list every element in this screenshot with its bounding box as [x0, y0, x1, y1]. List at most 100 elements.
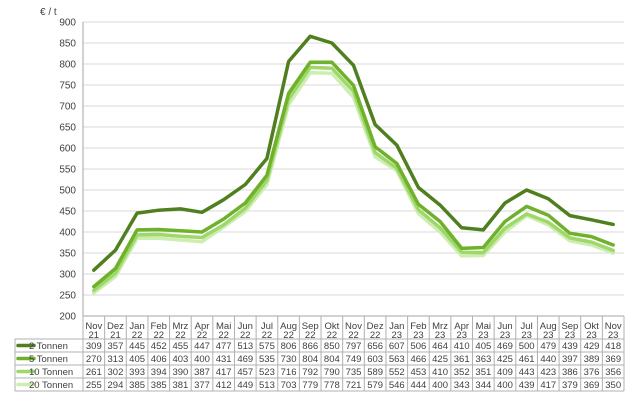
data-label: 506 — [410, 341, 426, 352]
data-label: 440 — [540, 354, 556, 365]
data-label: 385 — [151, 380, 167, 391]
x-tick-label-year: 23 — [586, 330, 597, 341]
data-label: 523 — [259, 367, 275, 378]
x-tick-label-month: Dez — [107, 321, 124, 332]
series-line — [92, 65, 615, 293]
legend-label: 5 Tonnen — [29, 354, 68, 365]
data-label: 461 — [519, 354, 535, 365]
series-line — [92, 60, 615, 289]
y-tick-label: 300 — [59, 270, 76, 281]
data-label: 361 — [454, 354, 470, 365]
y-tick-label: 350 — [59, 249, 76, 260]
x-tick-label-month: Jan — [129, 321, 144, 332]
x-tick-label-year: 22 — [153, 330, 164, 341]
data-label: 387 — [194, 367, 210, 378]
data-label: 409 — [497, 367, 513, 378]
legend-label: 20 Tonnen — [29, 380, 73, 391]
x-tick-label-year: 22 — [283, 330, 294, 341]
x-tick-label-year: 23 — [435, 330, 446, 341]
data-label: 381 — [172, 380, 188, 391]
x-tick-label-year: 23 — [456, 330, 467, 341]
data-label: 804 — [302, 354, 318, 365]
data-label: 397 — [562, 354, 578, 365]
data-label: 703 — [281, 380, 297, 391]
x-tick-label-month: Okt — [324, 321, 339, 332]
x-tick-label-month: Sep — [561, 321, 578, 332]
x-tick-label-year: 22 — [327, 330, 338, 341]
data-label: 261 — [86, 367, 102, 378]
data-label: 369 — [584, 380, 600, 391]
data-label: 607 — [389, 341, 405, 352]
data-label: 850 — [324, 341, 340, 352]
x-tick-label-year: 22 — [240, 330, 251, 341]
data-label: 656 — [367, 341, 383, 352]
data-label: 575 — [259, 341, 275, 352]
x-tick-label-year: 21 — [110, 330, 121, 341]
series-lines — [92, 34, 615, 295]
series-line — [92, 34, 615, 272]
data-label: 425 — [497, 354, 513, 365]
x-tick-label-month: Apr — [454, 321, 469, 332]
x-tick-label-year: 22 — [370, 330, 381, 341]
y-tick-label: 600 — [59, 144, 76, 155]
x-tick-label-year: 23 — [478, 330, 489, 341]
data-label: 477 — [216, 341, 232, 352]
data-label: 513 — [237, 341, 253, 352]
x-tick-label-year: 22 — [132, 330, 143, 341]
data-label: 400 — [194, 354, 210, 365]
data-label: 444 — [410, 380, 426, 391]
data-label: 410 — [432, 367, 448, 378]
x-tick-label-month: Jul — [261, 321, 273, 332]
data-label: 343 — [454, 380, 470, 391]
data-label: 302 — [108, 367, 124, 378]
x-tick-label-year: 23 — [391, 330, 402, 341]
x-tick-label-month: Nov — [345, 321, 362, 332]
x-tick-label-month: Feb — [410, 321, 426, 332]
x-tick-label-month: Okt — [584, 321, 599, 332]
data-label: 379 — [562, 380, 578, 391]
data-label: 356 — [605, 367, 621, 378]
data-label: 405 — [475, 341, 491, 352]
data-label: 866 — [302, 341, 318, 352]
x-tick-label-month: Jun — [238, 321, 253, 332]
x-tick-label-year: 23 — [500, 330, 511, 341]
x-tick-label-month: Aug — [540, 321, 557, 332]
data-label: 255 — [86, 380, 102, 391]
data-label: 792 — [302, 367, 318, 378]
data-label: 350 — [605, 380, 621, 391]
y-tick-label: 650 — [59, 123, 76, 134]
x-tick-label-month: Apr — [195, 321, 210, 332]
data-label: 417 — [540, 380, 556, 391]
x-tick-label-month: Mai — [216, 321, 231, 332]
data-label: 357 — [108, 341, 124, 352]
x-tick-label-month: Jul — [521, 321, 533, 332]
x-tick-label-year: 23 — [413, 330, 424, 341]
data-label: 406 — [151, 354, 167, 365]
data-label: 429 — [584, 341, 600, 352]
x-tick-label-year: 22 — [175, 330, 186, 341]
data-label: 479 — [540, 341, 556, 352]
data-label: 779 — [302, 380, 318, 391]
data-label: 453 — [410, 367, 426, 378]
data-label: 455 — [172, 341, 188, 352]
y-tick-label: 700 — [59, 102, 76, 113]
y-tick-label: 400 — [59, 228, 76, 239]
data-label: 393 — [129, 367, 145, 378]
legend-label: 2 Tonnen — [29, 341, 68, 352]
x-tick-label-year: 22 — [197, 330, 208, 341]
x-tick-label-month: Aug — [280, 321, 297, 332]
data-label: 390 — [172, 367, 188, 378]
y-tick-label: 850 — [59, 39, 76, 50]
data-table: Nov21Dez21Jan22Feb22Mrz22Apr22Mai22Jun22… — [14, 316, 625, 392]
data-label: 294 — [108, 380, 124, 391]
data-label: 369 — [605, 354, 621, 365]
data-label: 352 — [454, 367, 470, 378]
x-tick-label-year: 21 — [89, 330, 100, 341]
y-tick-label: 750 — [59, 81, 76, 92]
data-label: 469 — [497, 341, 513, 352]
data-label: 376 — [584, 367, 600, 378]
data-label: 309 — [86, 341, 102, 352]
data-label: 804 — [324, 354, 340, 365]
data-label: 716 — [281, 367, 297, 378]
x-tick-label-month: Nov — [85, 321, 102, 332]
